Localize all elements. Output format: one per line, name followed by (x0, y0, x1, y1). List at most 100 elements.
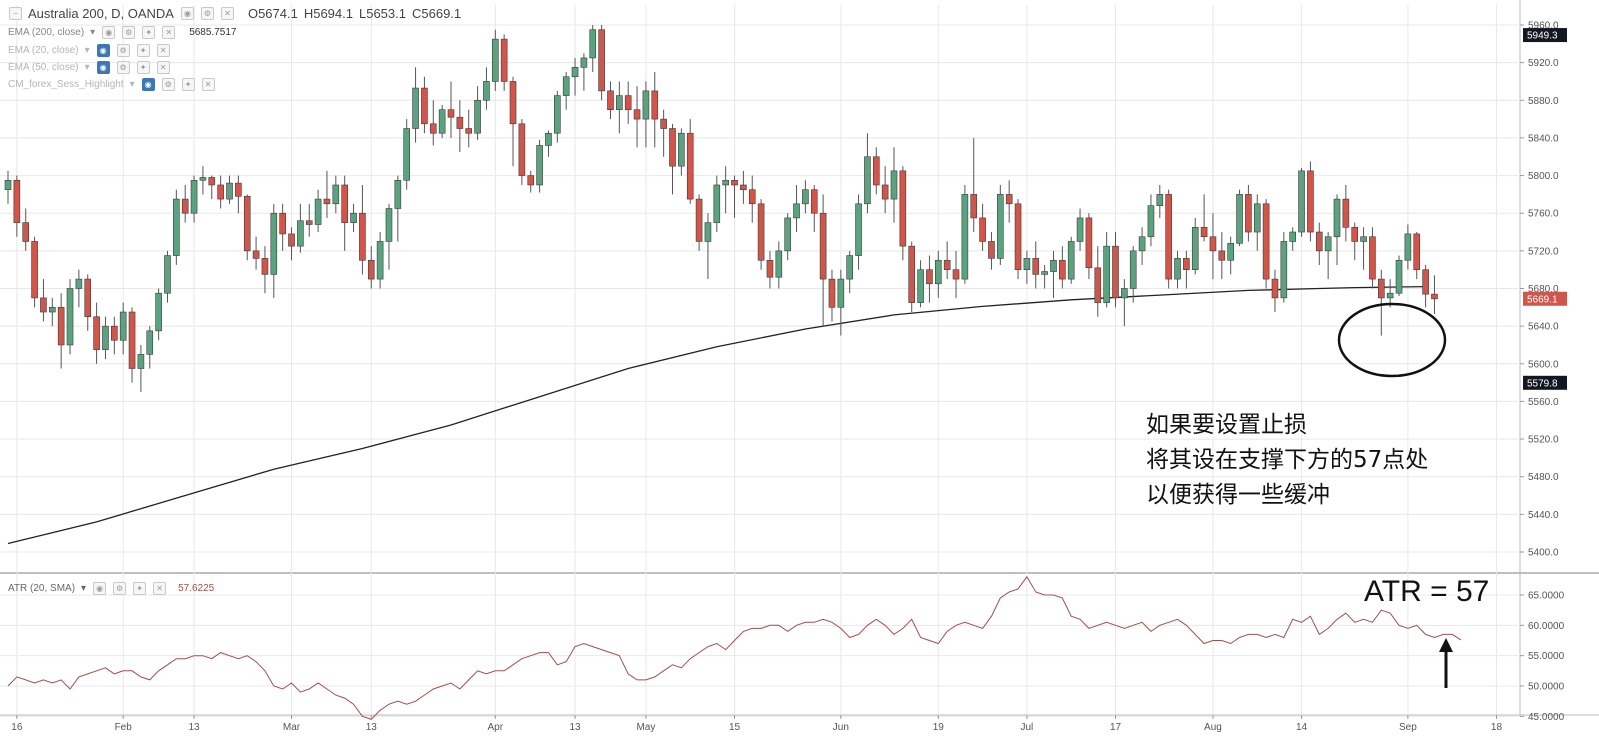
candle-body (1183, 258, 1190, 270)
remove-icon[interactable]: ✕ (201, 78, 215, 91)
eye-icon[interactable]: ◉ (102, 26, 116, 39)
candle-body (961, 194, 969, 280)
price-tick-label: 5720.0 (1528, 246, 1559, 257)
remove-icon[interactable]: ✕ (153, 582, 167, 595)
candle-body (899, 170, 907, 247)
candle (1422, 264, 1429, 308)
candle-body (1324, 236, 1332, 252)
candle-body (1138, 236, 1146, 252)
candle (1041, 264, 1048, 289)
candle-body (421, 87, 428, 125)
candle-body (731, 179, 738, 186)
remove-icon[interactable]: ✕ (156, 44, 170, 57)
ema-200-line-group (7, 285, 1426, 545)
indicator-legend-ema20[interactable]: EMA (20, close) ▾ ◉ ⚙ ✦ ✕ (8, 44, 170, 57)
remove-icon[interactable]: ✕ (162, 26, 176, 39)
candle (305, 203, 313, 237)
candle-body (1041, 271, 1048, 275)
candle-body (695, 198, 703, 242)
eye-icon[interactable]: ◉ (141, 78, 155, 91)
atr-tick-label: 45.0000 (1528, 712, 1565, 723)
candle (474, 86, 481, 140)
candle (332, 175, 340, 214)
candle-body (846, 255, 854, 280)
atr-legend[interactable]: ATR (20, SMA) ▾ ◉ ⚙ ✦ ✕ 57.6225 (8, 582, 214, 595)
settings-icon[interactable]: ⚙ (200, 7, 214, 20)
indicator-legend-ema50[interactable]: EMA (50, close) ▾ ◉ ⚙ ✦ ✕ (8, 61, 170, 74)
candle (279, 203, 286, 251)
time-tick-label: 13 (188, 722, 200, 733)
price-tick-label: 5760.0 (1528, 209, 1559, 220)
price-tick-label: 5480.0 (1528, 472, 1559, 483)
eye-icon[interactable]: ◉ (96, 44, 110, 57)
lock-icon[interactable]: ✦ (133, 582, 147, 595)
candle (1289, 227, 1296, 251)
candle-body (403, 128, 411, 181)
eye-icon[interactable]: ◉ (93, 582, 107, 595)
candle-body (217, 184, 224, 200)
candle-body (1218, 250, 1226, 261)
price-tick-label: 5560.0 (1528, 397, 1559, 408)
candle (775, 241, 783, 289)
settings-icon[interactable]: ⚙ (161, 78, 175, 91)
collapse-icon[interactable]: − (9, 7, 22, 20)
lock-icon[interactable]: ✦ (181, 78, 195, 91)
candle (624, 81, 632, 124)
chevron-down-icon[interactable]: ▾ (84, 45, 90, 56)
candle (837, 269, 845, 336)
eye-icon[interactable]: ◉ (96, 61, 110, 74)
time-tick-label: Sep (1399, 722, 1417, 733)
time-tick-label: Aug (1204, 722, 1222, 733)
price-label-badge: 5949.3 (1523, 28, 1567, 43)
candle (1156, 184, 1164, 218)
eye-icon[interactable]: ◉ (180, 7, 194, 20)
candle-body (1342, 198, 1350, 228)
indicator-label: EMA (200, close) (8, 27, 85, 38)
lock-icon[interactable]: ✦ (136, 61, 150, 74)
candle-body (651, 90, 659, 120)
settings-icon[interactable]: ⚙ (116, 44, 130, 57)
candle (1014, 199, 1022, 280)
chevron-down-icon[interactable]: ▾ (129, 79, 135, 90)
indicator-legend-ema200[interactable]: EMA (200, close) ▾ ◉ ⚙ ✦ ✕ 5685.7517 (8, 26, 236, 39)
remove-icon[interactable]: ✕ (156, 61, 170, 74)
chevron-down-icon[interactable]: ▾ (81, 583, 87, 594)
symbol-title: Australia 200, D, OANDA (28, 6, 174, 21)
candle (394, 175, 402, 242)
candle-body (456, 116, 464, 129)
price-tick-label: 5520.0 (1528, 435, 1559, 446)
settings-icon[interactable]: ⚙ (122, 26, 136, 39)
candle (164, 250, 171, 303)
remove-icon[interactable]: ✕ (220, 7, 234, 20)
chevron-down-icon[interactable]: ▾ (90, 27, 96, 38)
candle-body (1315, 231, 1323, 252)
indicator-legend-session[interactable]: CM_forex_Sess_Highlight ▾ ◉ ⚙ ✦ ✕ (8, 78, 215, 91)
candle (802, 180, 809, 214)
candle-body (1032, 258, 1040, 275)
candle-body (775, 250, 783, 278)
candle-body (146, 330, 154, 355)
settings-icon[interactable]: ⚙ (116, 61, 130, 74)
candle (66, 279, 74, 355)
lock-icon[interactable]: ✦ (142, 26, 156, 39)
settings-icon[interactable]: ⚙ (113, 582, 127, 595)
candle (1253, 194, 1261, 251)
price-tick-label: 5960.0 (1528, 21, 1559, 32)
candle (1129, 246, 1137, 303)
candle-body (509, 81, 517, 125)
atr-label: ATR (20, SMA) (8, 583, 76, 594)
candle (917, 260, 924, 308)
candle (438, 104, 446, 138)
candle-body (305, 220, 313, 225)
candle (686, 119, 694, 204)
candle (713, 175, 721, 233)
candle-body (562, 76, 570, 96)
support-circle (1337, 302, 1447, 378)
candle (554, 90, 561, 143)
chevron-down-icon[interactable]: ▾ (84, 62, 90, 73)
candle-body (1227, 243, 1234, 261)
lock-icon[interactable]: ✦ (136, 44, 150, 57)
